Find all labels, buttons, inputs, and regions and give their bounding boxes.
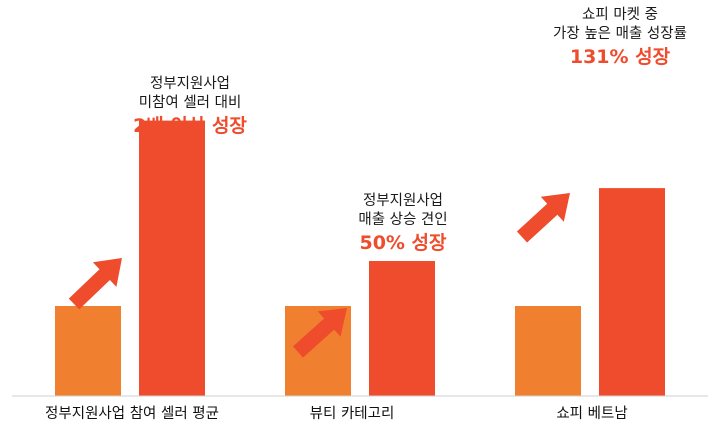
annotation-3-line-2: 가장 높은 매출 성장률 — [553, 26, 687, 42]
category-label-2: 뷰티 카테고리 — [309, 406, 395, 422]
growth-arrow-icon — [68, 258, 122, 310]
annotation-1-highlight: 2배 이상 성장 — [133, 115, 247, 137]
annotation-3-highlight: 131% 성장 — [569, 46, 671, 68]
annotation-group-3: 쇼피 마켓 중 가장 높은 매출 성장률 131% 성장 — [520, 6, 720, 70]
bar-after-1 — [139, 120, 205, 396]
bar-before-3 — [515, 306, 581, 396]
bar-after-3 — [599, 188, 665, 396]
bar-after-2 — [369, 261, 435, 396]
annotation-2-highlight: 50% 성장 — [359, 232, 447, 254]
bar-before-1 — [55, 306, 121, 396]
annotation-2-line-2: 매출 상승 견인 — [358, 212, 448, 228]
annotation-2-line-1: 정부지원사업 — [362, 193, 444, 209]
annotation-group-2: 정부지원사업 매출 상승 견인 50% 성장 — [308, 192, 498, 256]
growth-arrow-icon — [516, 193, 570, 243]
annotation-1-line-1: 정부지원사업 — [149, 76, 231, 92]
growth-arrow-icon — [293, 308, 347, 358]
annotation-3-line-1: 쇼피 마켓 중 — [582, 7, 658, 23]
category-label-3: 쇼피 베트남 — [556, 406, 628, 422]
annotation-group-1: 정부지원사업 미참여 셀러 대비 2배 이상 성장 — [95, 75, 285, 139]
category-label-1: 정부지원사업 참여 셀러 평균 — [45, 406, 219, 422]
annotation-1-line-2: 미참여 셀러 대비 — [138, 95, 242, 111]
